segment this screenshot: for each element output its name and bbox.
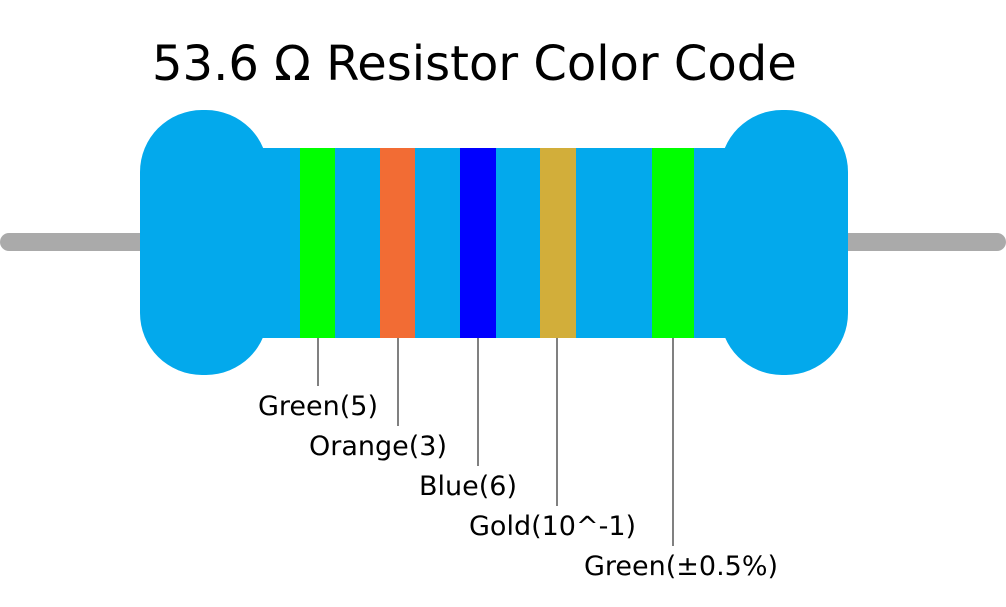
band-label: Gold(10^-1) xyxy=(469,511,636,542)
band-label: Orange(3) xyxy=(309,431,447,462)
right-cap xyxy=(720,110,848,375)
title: 53.6 Ω Resistor Color Code xyxy=(152,36,797,92)
band xyxy=(460,148,496,338)
left-cap xyxy=(140,110,268,375)
band xyxy=(540,148,576,338)
band-label: Green(±0.5%) xyxy=(584,551,778,582)
band xyxy=(380,148,415,338)
band-label: Blue(6) xyxy=(419,471,517,502)
band xyxy=(652,148,694,338)
band-label: Green(5) xyxy=(258,391,378,422)
band xyxy=(300,148,335,338)
